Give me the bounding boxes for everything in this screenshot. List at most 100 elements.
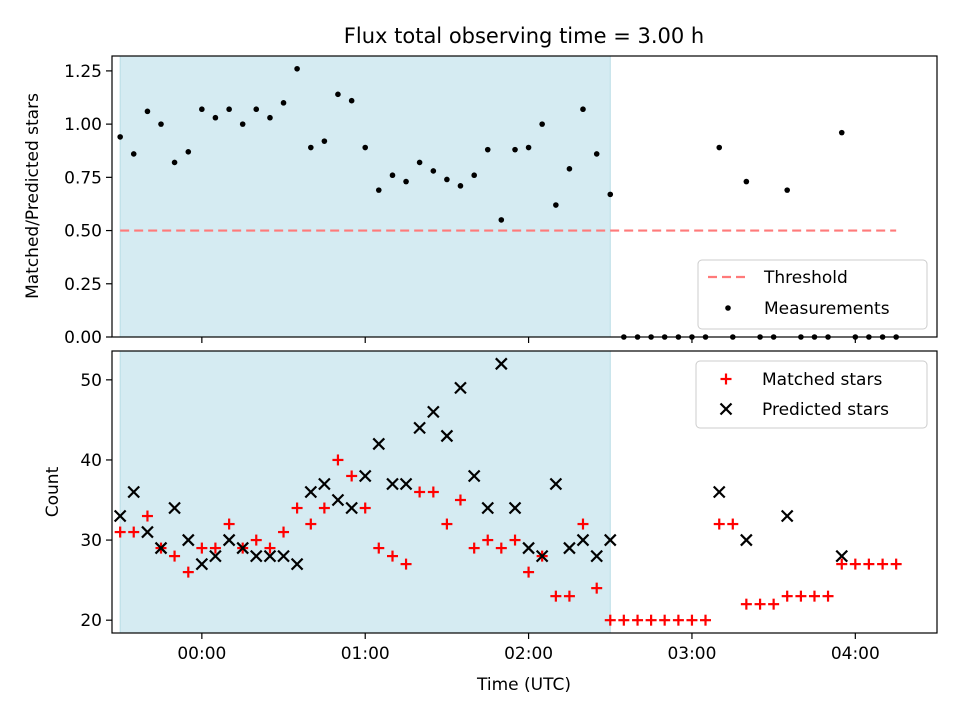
predicted-star-stroke-b (222, 533, 236, 547)
predicted-star-point (195, 557, 209, 571)
x-tick-label: 00:00 (177, 644, 226, 664)
measurement-point (457, 183, 464, 189)
matched-star-point (250, 534, 262, 546)
legend-matched-label: Matched stars (762, 370, 882, 390)
measurement-point (117, 134, 123, 140)
measurement-point (593, 151, 600, 157)
axes-frame (111, 55, 938, 338)
measurement-point (212, 114, 219, 121)
predicted-star-stroke-b (331, 493, 345, 507)
legend-threshold-label: Threshold (763, 268, 848, 288)
predicted-star-stroke-b (413, 421, 426, 435)
measurement-point (158, 121, 164, 127)
predicted-star-point (331, 493, 345, 507)
measurement-point (253, 106, 260, 113)
predicted-star-point (168, 501, 181, 515)
predicted-star-stroke-b (603, 533, 617, 547)
matched-star-point (387, 550, 398, 562)
predicted-star-stroke-b (154, 541, 168, 555)
matched-star-point (400, 558, 412, 570)
measurement-point (199, 106, 205, 113)
matched-star-point (454, 494, 466, 506)
measurement-point (144, 108, 151, 115)
predicted-star-stroke-b (563, 541, 576, 555)
predicted-star-stroke-b (427, 405, 440, 419)
matched-star-point (441, 518, 453, 530)
predicted-star-point (249, 549, 263, 563)
predicted-star-stroke-b (549, 477, 563, 491)
predicted-star-point (263, 549, 277, 563)
predicted-star-point (590, 549, 603, 563)
x-axis-label: Time (UTC) (476, 675, 571, 695)
measurement-point (566, 166, 573, 172)
matched-star-point (141, 510, 153, 522)
count-y-axis-label: Count (43, 466, 63, 517)
y-tick-label: 50 (80, 371, 102, 391)
legend-predicted-swatch-b (719, 402, 733, 416)
predicted-star-point (549, 477, 563, 491)
matched-star-point (768, 598, 780, 610)
matched-star-point (332, 454, 344, 466)
measurement-point (444, 176, 450, 183)
legend-predicted-label: Predicted stars (762, 400, 889, 420)
ratio-y-axis-label: Matched/Predicted stars (23, 93, 43, 299)
predicted-star-stroke-b (386, 477, 399, 491)
measurement-point (171, 159, 178, 166)
measurement-point (512, 146, 518, 153)
predicted-star-point (182, 533, 195, 547)
matched-star-point (822, 590, 834, 602)
y-tick-label: 1.00 (64, 115, 102, 135)
measurement-point (784, 187, 790, 193)
predicted-star-stroke-b (113, 509, 127, 523)
matched-star-point (672, 614, 684, 626)
predicted-star-stroke-b (440, 429, 454, 443)
predicted-star-point (454, 381, 467, 395)
matched-star-point (877, 558, 889, 570)
matched-star-point (849, 558, 861, 570)
matched-star-point (686, 614, 698, 626)
predicted-star-stroke-b (590, 549, 603, 563)
predicted-star-stroke-b (740, 533, 753, 547)
predicted-star-point (522, 541, 535, 555)
matched-star-point (128, 526, 140, 538)
x-tick-label: 01:00 (341, 644, 390, 664)
predicted-star-stroke-b (508, 501, 522, 515)
predicted-star-stroke-b (209, 549, 222, 563)
y-tick-label: 40 (80, 451, 102, 471)
matched-star-point (305, 518, 317, 530)
predicted-star-stroke-b (467, 469, 481, 483)
matched-star-point (196, 542, 208, 554)
predicted-star-point (576, 533, 590, 547)
predicted-star-point (209, 549, 222, 563)
count-panel: 20 30 40 50 00:00 01:00 02:00 03:00 04:00 Matched… (80, 350, 938, 664)
matched-star-point (659, 614, 671, 626)
predicted-star-stroke-b (141, 525, 154, 539)
matched-star-point (781, 590, 793, 602)
predicted-star-stroke-b (495, 357, 508, 371)
predicted-star-stroke-b (835, 549, 849, 563)
matched-star-point (468, 542, 480, 554)
predicted-star-point (413, 421, 426, 435)
measurement-point (525, 144, 532, 151)
predicted-star-stroke-b (304, 485, 318, 499)
predicted-star-point (780, 509, 794, 523)
y-tick-label: 0.75 (64, 168, 102, 188)
matched-star-point (373, 542, 385, 554)
predicted-star-point (277, 549, 290, 563)
x-tick-label: 03:00 (667, 644, 716, 664)
measurement-point (308, 144, 314, 151)
predicted-star-stroke-b (318, 477, 331, 491)
predicted-star-point (563, 541, 576, 555)
matched-star-point (727, 518, 739, 530)
predicted-star-point (141, 525, 154, 539)
predicted-star-point (154, 541, 168, 555)
y-tick-label: 20 (80, 611, 102, 631)
ratio-legend (697, 259, 928, 330)
measurement-point (607, 191, 614, 198)
measurement-point (185, 148, 192, 155)
matched-star-point (509, 534, 521, 546)
predicted-star-point (304, 485, 318, 499)
predicted-star-stroke-b (277, 549, 290, 563)
measurement-point (403, 178, 409, 185)
